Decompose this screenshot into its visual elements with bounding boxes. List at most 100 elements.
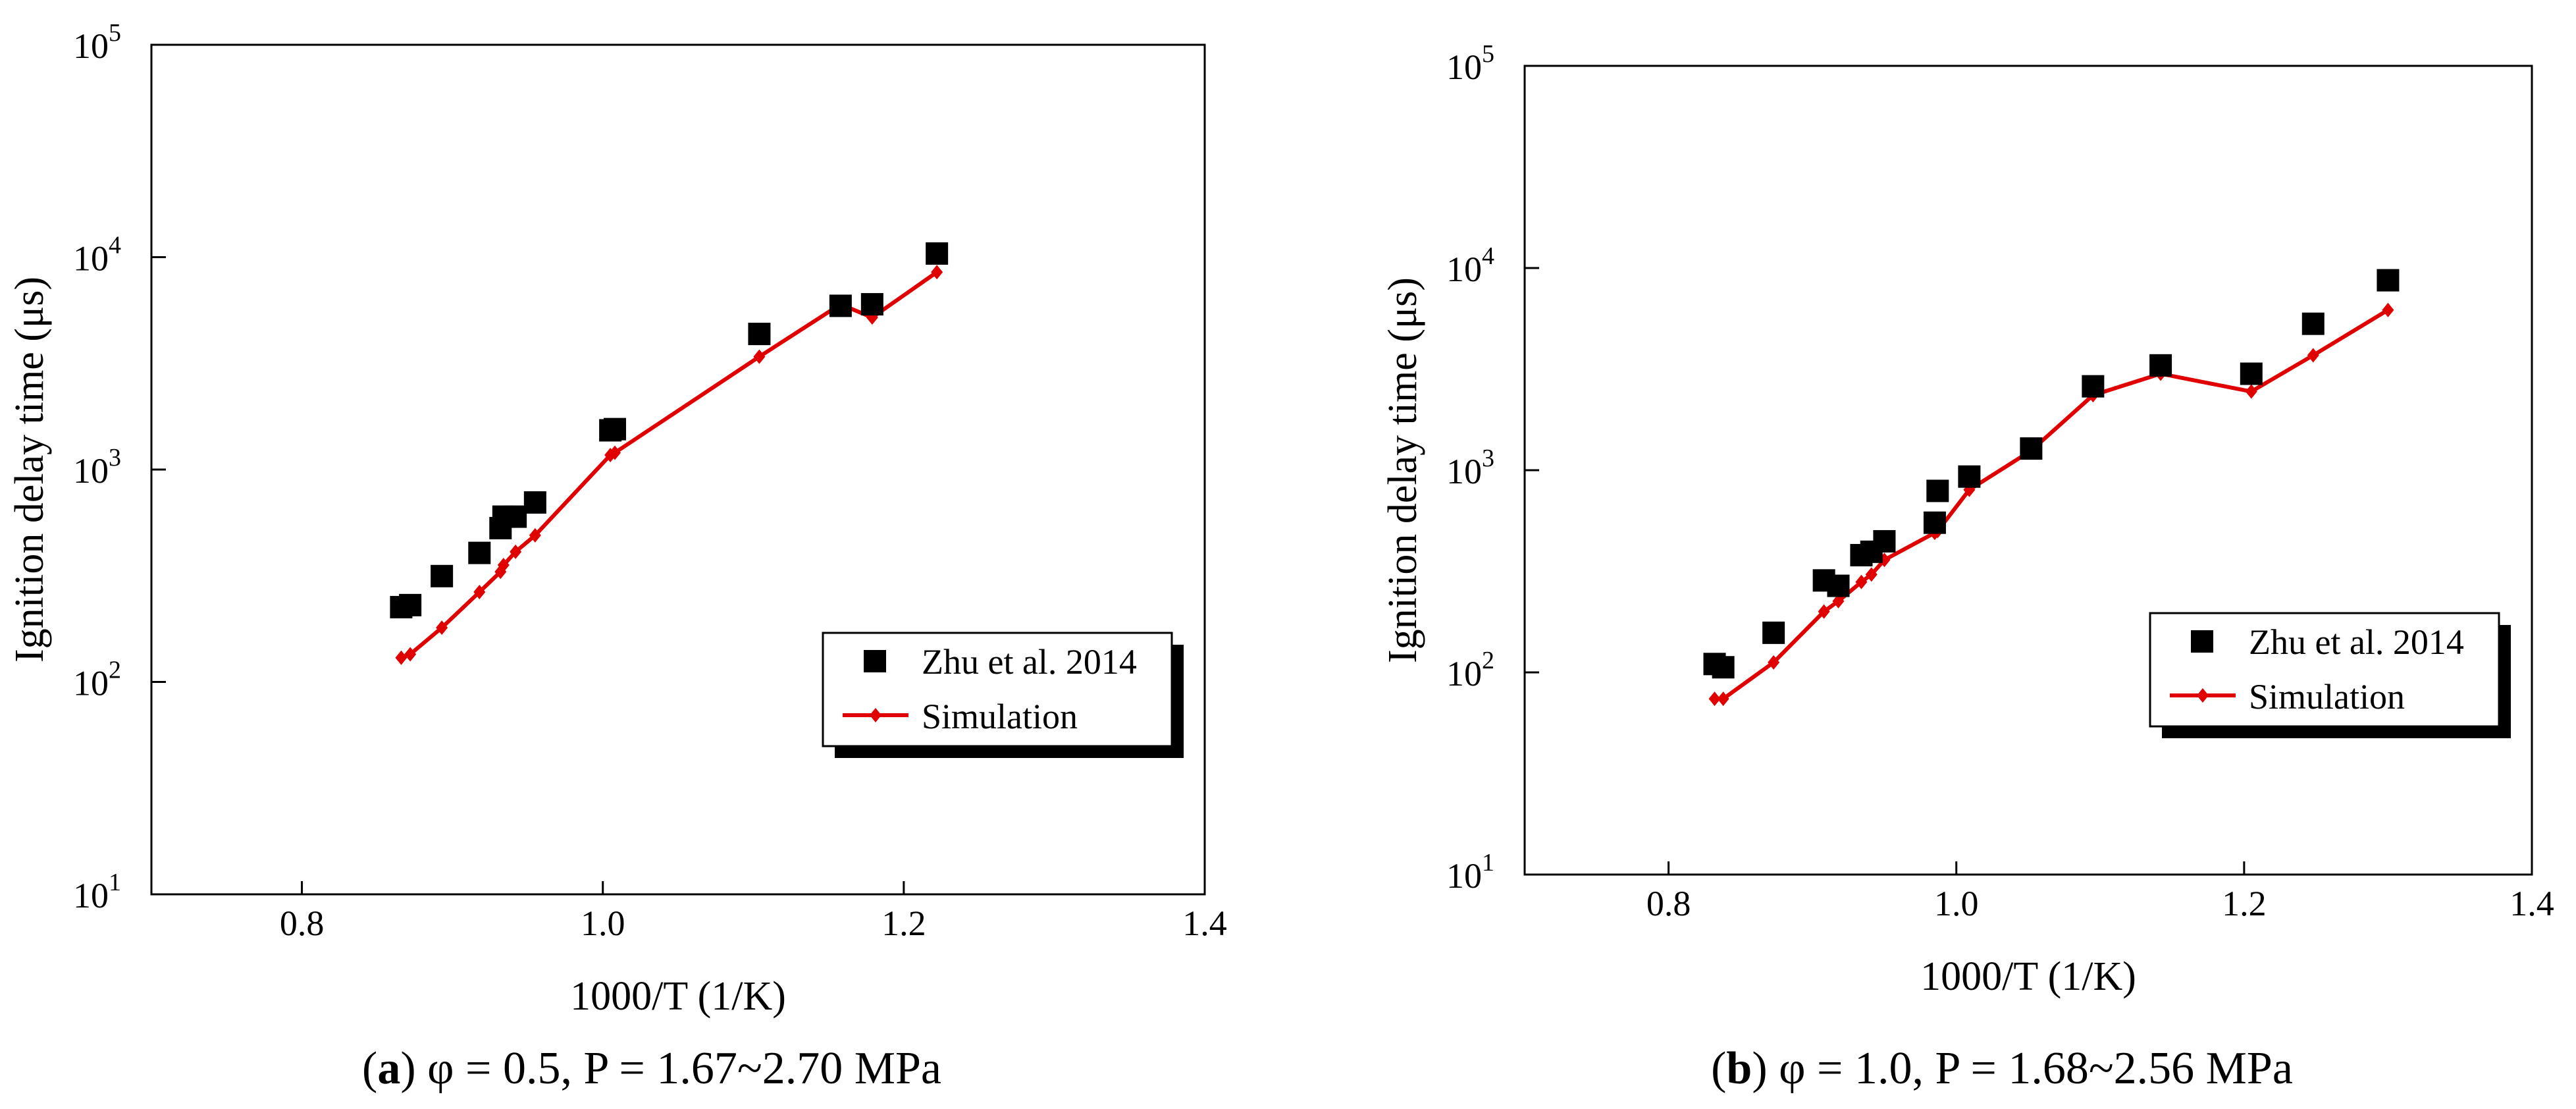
experimental-point bbox=[1958, 465, 1981, 488]
experimental-point bbox=[1827, 574, 1850, 597]
y-tick-exponent: 2 bbox=[109, 657, 121, 684]
y-tick-exponent: 3 bbox=[1482, 445, 1494, 472]
x-tick-label: 0.8 bbox=[280, 904, 325, 943]
plot-frame bbox=[150, 43, 1206, 896]
simulation-point bbox=[1708, 691, 1721, 707]
simulation-point bbox=[436, 620, 448, 636]
simulation-point bbox=[609, 445, 621, 460]
x-tick-label: 1.2 bbox=[2222, 884, 2267, 923]
simulation-point bbox=[1818, 604, 1830, 619]
x-tick-label: 1.4 bbox=[1182, 904, 1227, 943]
simulation-point bbox=[1865, 567, 1878, 582]
legend-diamond bbox=[870, 708, 881, 722]
experimental-point bbox=[399, 593, 422, 616]
panel-caption: (b) φ = 1.0, P = 1.68~2.56 MPa bbox=[1711, 1043, 2293, 1094]
x-tick-label: 0.8 bbox=[1646, 884, 1691, 923]
caption-panel-label: b bbox=[1726, 1043, 1752, 1094]
caption-open-paren: ( bbox=[1711, 1043, 1726, 1094]
y-tick-exponent: 1 bbox=[1482, 849, 1494, 877]
plot-frame bbox=[1523, 65, 2533, 876]
simulation-point bbox=[753, 349, 766, 364]
experimental-point bbox=[2240, 362, 2263, 385]
y-tick-base: 10 bbox=[1446, 250, 1482, 289]
legend-label-simulation: Simulation bbox=[2249, 677, 2405, 717]
y-tick-label: 103 bbox=[1446, 445, 1494, 491]
y-tick-label: 104 bbox=[73, 232, 121, 279]
y-tick-label: 105 bbox=[1446, 40, 1494, 87]
y-tick-label: 102 bbox=[73, 657, 121, 703]
simulation-point bbox=[404, 647, 417, 662]
experimental-point bbox=[1923, 511, 1946, 534]
legend-label-simulation: Simulation bbox=[922, 697, 1078, 736]
legend: Zhu et al. 2014 Simulation bbox=[2149, 612, 2511, 738]
experimental-point bbox=[431, 564, 454, 587]
y-tick-exponent: 2 bbox=[1482, 647, 1494, 674]
legend-label-experiment: Zhu et al. 2014 bbox=[2249, 622, 2464, 662]
y-tick-base: 10 bbox=[73, 876, 109, 915]
legend-marker-square bbox=[864, 650, 886, 672]
experimental-point bbox=[523, 491, 546, 514]
y-tick-exponent: 3 bbox=[109, 444, 121, 472]
y-tick-base: 10 bbox=[73, 664, 109, 703]
legend-diamond bbox=[2197, 688, 2209, 703]
x-axis-title: 1000/T (1/K) bbox=[1920, 954, 2136, 999]
y-tick-label: 104 bbox=[1446, 242, 1494, 289]
panel-caption: (a) φ = 0.5, P = 1.67~2.70 MPa bbox=[362, 1043, 941, 1094]
simulation-point bbox=[2245, 384, 2257, 399]
experimental-point bbox=[1712, 656, 1735, 679]
caption-text: φ = 1.0, P = 1.68~2.56 MPa bbox=[1779, 1043, 2293, 1094]
simulation-point bbox=[931, 265, 943, 280]
y-tick-base: 10 bbox=[73, 451, 109, 491]
y-tick-label: 102 bbox=[1446, 647, 1494, 693]
simulation-point bbox=[510, 544, 522, 559]
simulation-point bbox=[395, 650, 407, 665]
simulation-line bbox=[400, 270, 938, 660]
experimental-point bbox=[1926, 479, 1949, 502]
y-tick-exponent: 5 bbox=[1482, 40, 1494, 68]
experimental-point bbox=[2377, 269, 2400, 292]
caption-text: φ = 0.5, P = 1.67~2.70 MPa bbox=[427, 1043, 941, 1094]
y-tick-label: 101 bbox=[1446, 849, 1494, 896]
y-tick-exponent: 1 bbox=[109, 869, 121, 896]
y-tick-exponent: 5 bbox=[109, 19, 121, 47]
experimental-point bbox=[748, 323, 771, 346]
y-tick-base: 10 bbox=[1446, 47, 1482, 87]
caption-open-paren: ( bbox=[362, 1043, 377, 1094]
simulation-point bbox=[1855, 574, 1868, 589]
simulation-point bbox=[1768, 655, 1780, 670]
caption-close-paren: ) bbox=[1752, 1043, 1779, 1094]
experimental-point bbox=[2082, 375, 2105, 398]
y-tick-base: 10 bbox=[73, 26, 109, 66]
experimental-point bbox=[504, 505, 527, 528]
simulation-point bbox=[1717, 691, 1729, 707]
simulation-point bbox=[2382, 302, 2394, 317]
simulation-point bbox=[2307, 348, 2319, 363]
experimental-point bbox=[468, 541, 491, 564]
simulation-point bbox=[473, 585, 486, 600]
legend-label-experiment: Zhu et al. 2014 bbox=[922, 642, 1137, 682]
simulation-point bbox=[1832, 593, 1845, 609]
y-tick-base: 10 bbox=[1446, 856, 1482, 896]
y-tick-label: 105 bbox=[73, 19, 121, 66]
y-tick-label: 103 bbox=[73, 444, 121, 491]
x-tick-label: 1.0 bbox=[581, 904, 625, 943]
caption-panel-label: a bbox=[377, 1043, 400, 1094]
legend-marker-square bbox=[2191, 630, 2213, 653]
simulation-point bbox=[497, 558, 510, 573]
legend: Zhu et al. 2014 Simulation bbox=[822, 632, 1184, 758]
x-tick-label: 1.2 bbox=[881, 904, 926, 943]
experimental-point bbox=[1873, 529, 1896, 553]
experimental-point bbox=[860, 293, 883, 316]
experimental-point bbox=[829, 294, 852, 317]
y-tick-exponent: 4 bbox=[1482, 242, 1494, 270]
simulation-point bbox=[529, 527, 541, 543]
experimental-point bbox=[2020, 437, 2043, 460]
x-tick-label: 1.4 bbox=[2510, 884, 2554, 923]
y-tick-base: 10 bbox=[73, 239, 109, 279]
y-tick-exponent: 4 bbox=[109, 232, 121, 259]
experimental-point bbox=[1762, 621, 1785, 644]
x-axis-title: 1000/T (1/K) bbox=[570, 974, 786, 1019]
